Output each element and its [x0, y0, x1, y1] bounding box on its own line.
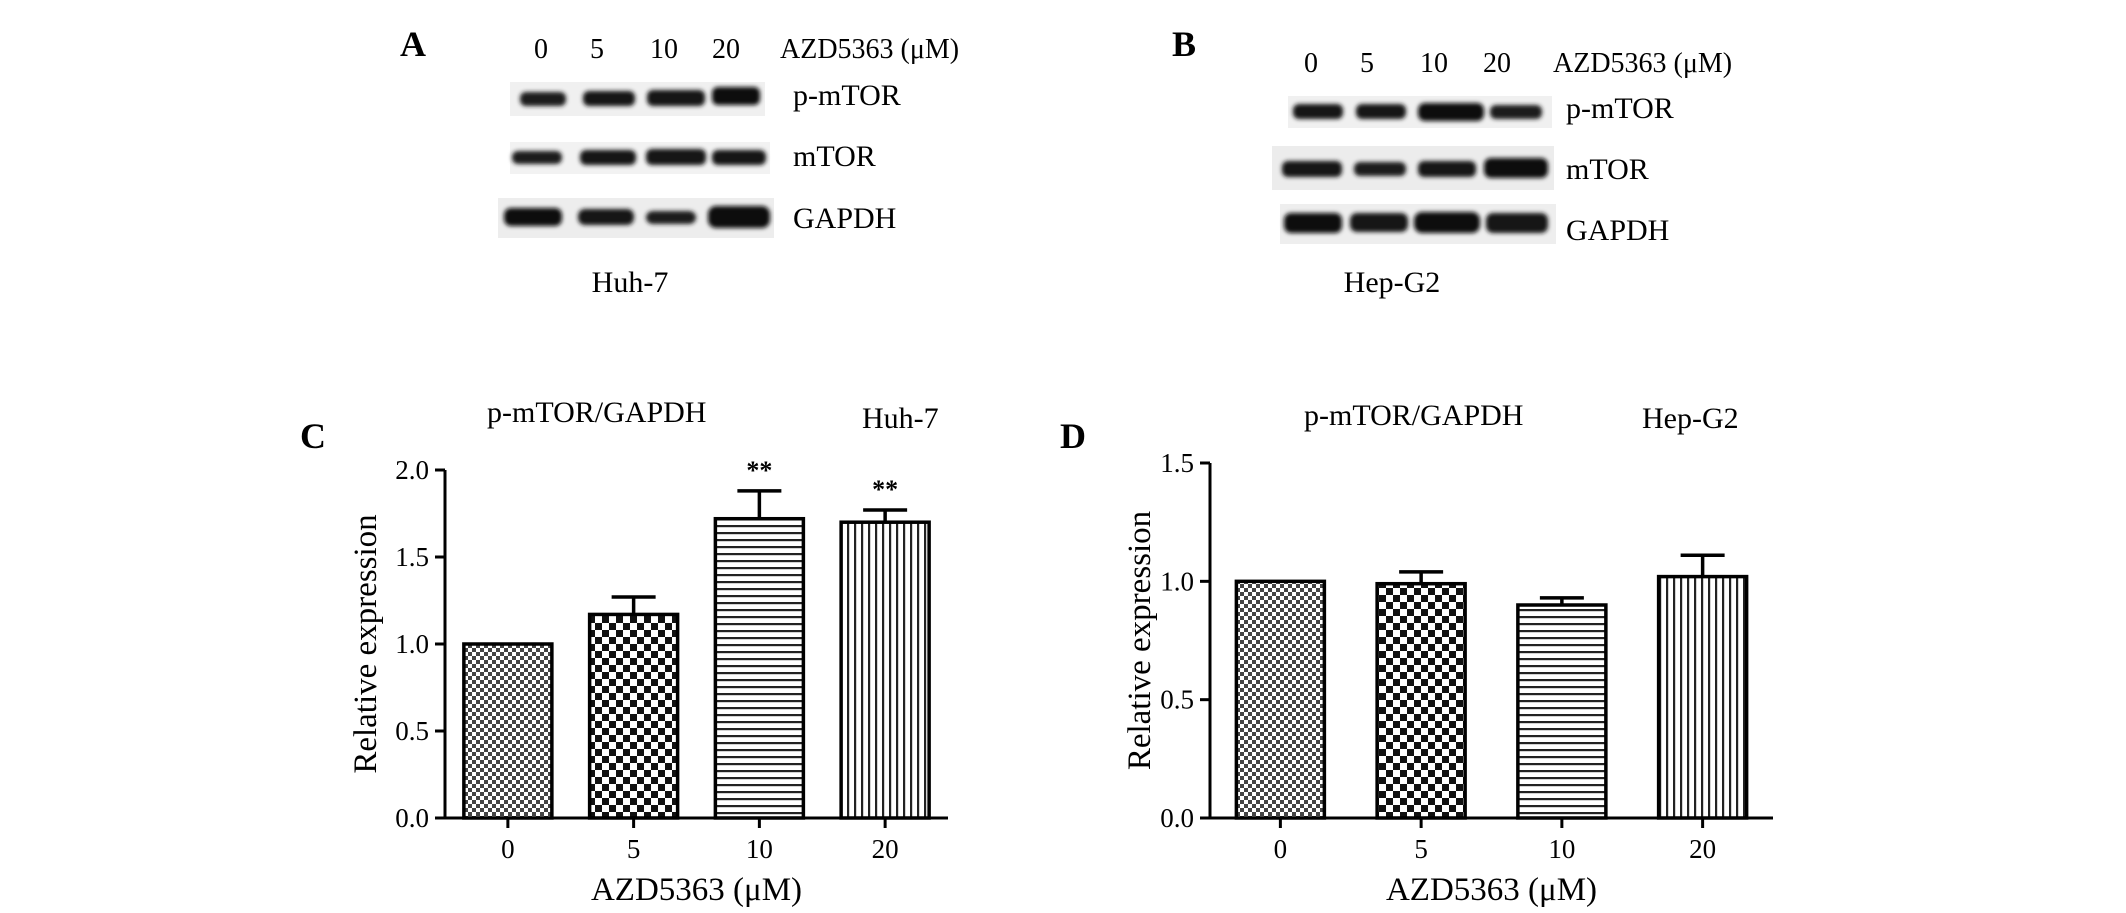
blot-panel-b: B 0 5 10 20 AZD5363 (μM) p-mTOR mTOR GAP… — [1172, 24, 1732, 299]
y-tick-label: 0.5 — [395, 716, 429, 746]
bar — [1234, 579, 1327, 820]
bar — [587, 612, 680, 820]
band-label: mTOR — [793, 140, 876, 173]
x-tick-label: 20 — [1689, 834, 1716, 864]
cell-line-label: Hep-G2 — [1344, 266, 1441, 299]
blot-band — [1418, 103, 1484, 121]
chart-title: p-mTOR/GAPDH — [1304, 399, 1523, 432]
y-tick-label: 2.0 — [395, 455, 429, 485]
x-tick-label: 5 — [1414, 834, 1428, 864]
x-axis-label: AZD5363 (μM) — [1386, 872, 1597, 908]
y-tick-label: 1.0 — [395, 629, 429, 659]
blot-band — [1484, 158, 1548, 178]
band-label: p-mTOR — [1566, 92, 1674, 125]
band-label: GAPDH — [793, 202, 896, 235]
chart-title: p-mTOR/GAPDH — [487, 396, 706, 429]
bar-chart-d: 0.0 0.5 1.0 1.5 0 5 10 20 Relative expression AZD… — [1122, 448, 1773, 908]
y-tick-label: 1.5 — [395, 542, 429, 572]
blot-band — [712, 87, 760, 105]
y-tick-label: 1.5 — [1160, 448, 1194, 478]
bar — [1516, 603, 1608, 820]
blot-band — [1490, 105, 1542, 119]
bar-chart-c: 0.0 0.5 1.0 1.5 2.0 0 5 ** 10 ** 20 Relative expres… — [348, 455, 948, 908]
y-axis-label: Relative expression — [348, 514, 384, 773]
x-tick-label: 10 — [1548, 834, 1575, 864]
blot-panel-a: A 0 5 10 20 AZD5363 (μM) p-mTOR mTOR GAP… — [400, 24, 959, 299]
lane-label: 10 — [650, 34, 678, 65]
panel-letter-d: D — [1060, 416, 1086, 456]
chart-c-header: C p-mTOR/GAPDH Huh-7 — [300, 396, 939, 456]
blot-band — [1282, 161, 1342, 177]
blot-band — [1284, 213, 1342, 233]
blot-band — [646, 211, 696, 224]
chart-d-header: D p-mTOR/GAPDH Hep-G2 — [1060, 399, 1739, 456]
panel-letter-a: A — [400, 24, 426, 64]
y-axis-label: Relative expression — [1122, 511, 1158, 770]
lane-label: 20 — [712, 34, 740, 65]
lane-label: 5 — [590, 34, 604, 65]
blot-band — [583, 91, 635, 106]
y-tick-label: 1.0 — [1160, 566, 1194, 596]
blot-band — [1486, 213, 1548, 233]
panel-letter-b: B — [1172, 24, 1196, 64]
blot-band — [647, 90, 705, 106]
y-tick-label: 0.5 — [1160, 685, 1194, 715]
bar — [1656, 574, 1749, 820]
chart-subtitle: Hep-G2 — [1642, 402, 1739, 435]
band-label: p-mTOR — [793, 79, 901, 112]
bar — [713, 516, 806, 820]
blot-bands — [504, 87, 770, 228]
blot-band — [646, 149, 706, 165]
y-tick-label: 0.0 — [1160, 803, 1194, 833]
band-label: GAPDH — [1566, 214, 1669, 247]
blot-band — [708, 206, 770, 228]
blot-band — [1293, 104, 1343, 119]
treatment-label: AZD5363 (μM) — [780, 34, 959, 65]
x-tick-label: 5 — [627, 834, 641, 864]
significance-marker: ** — [872, 475, 898, 504]
lane-label: 0 — [534, 34, 548, 65]
x-tick-label: 10 — [746, 834, 773, 864]
blot-band — [1418, 161, 1476, 177]
blot-bands — [1282, 103, 1548, 233]
blot-band — [580, 150, 636, 165]
x-tick-label: 0 — [1274, 834, 1288, 864]
blot-band — [712, 150, 766, 165]
y-tick-label: 0.0 — [395, 803, 429, 833]
blot-band — [1414, 212, 1480, 233]
x-tick-label: 20 — [872, 834, 899, 864]
significance-marker: ** — [746, 456, 772, 485]
band-label: mTOR — [1566, 153, 1649, 186]
x-axis-label: AZD5363 (μM) — [591, 872, 802, 908]
bar — [1375, 581, 1467, 820]
x-tick-label: 0 — [501, 834, 515, 864]
lane-label: 20 — [1483, 48, 1511, 79]
blot-band — [1350, 213, 1408, 232]
bar — [462, 642, 554, 820]
panel-letter-c: C — [300, 416, 326, 456]
blot-band — [1354, 162, 1406, 176]
blot-band — [578, 209, 634, 225]
blot-band — [1356, 104, 1406, 119]
cell-line-label: Huh-7 — [592, 266, 669, 299]
bar — [839, 520, 931, 820]
blot-band — [504, 208, 562, 226]
blot-band — [520, 92, 566, 106]
treatment-label: AZD5363 (μM) — [1553, 48, 1732, 79]
lane-label: 10 — [1420, 48, 1448, 79]
lane-label: 5 — [1360, 48, 1374, 79]
blot-band — [512, 151, 562, 164]
chart-subtitle: Huh-7 — [862, 402, 939, 435]
lane-label: 0 — [1304, 48, 1318, 79]
